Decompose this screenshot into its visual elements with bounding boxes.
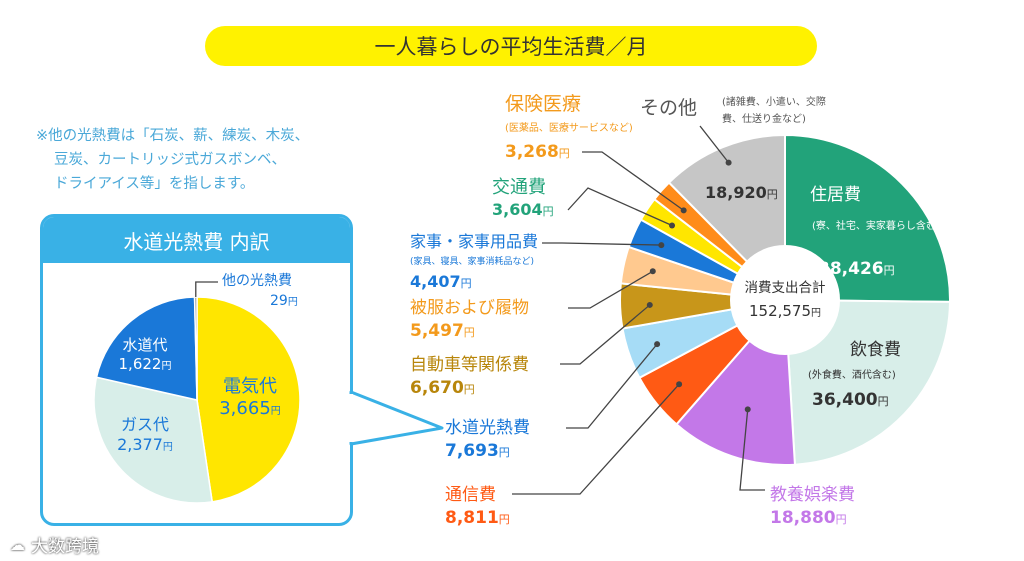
leader-9-dot: [680, 207, 687, 214]
inset-label-0-value: 3,665円: [219, 398, 281, 419]
footnote-line-1: ※他の光熱費は「石炭、薪、練炭、木炭、: [36, 128, 310, 144]
slice-label-3-value: 8,811円: [445, 508, 510, 528]
leader-8: [567, 187, 673, 227]
leader-3-dot: [676, 381, 683, 388]
inset-slice-1: [93, 376, 214, 504]
slice-label-6-name: 被服および履物: [410, 298, 529, 318]
slice-label-0-note: (寮、社宅、実家暮らし含む): [812, 219, 940, 232]
slice-label-6-unit: 円: [464, 326, 475, 339]
slice-label-0-unit: 円: [884, 264, 895, 277]
slice-label-5-unit: 円: [464, 383, 475, 396]
inset-leader-3: [195, 281, 218, 298]
slice-label-2-value: 18,880円: [770, 508, 847, 528]
slice-label-10-value: 18,920円: [705, 183, 778, 202]
utility-breakdown-title: 水道光熱費 内訳: [43, 217, 350, 263]
slice-label-5-name: 自動車等関係費: [410, 355, 529, 375]
main-slice-0: [784, 133, 951, 303]
leader-8-dot: [669, 222, 676, 229]
inset-slice-0: [196, 296, 301, 503]
slice-label-7-value: 4,407円: [410, 272, 472, 291]
chart-title: 一人暮らしの平均生活費／月: [205, 26, 817, 66]
watermark-text: 大数跨境: [31, 537, 99, 557]
leader-10: [699, 125, 730, 164]
slice-label-9-note: (医薬品、医療サービスなど): [505, 121, 633, 134]
inset-label-2-unit: 円: [161, 361, 171, 372]
slice-label-10-name: その他: [640, 97, 697, 119]
utility-breakdown-title-text: 水道光熱費 内訳: [123, 229, 270, 254]
leader-2: [739, 409, 765, 491]
inset-label-1-value: 2,377円: [117, 435, 173, 454]
center-total-value: 152,575円: [749, 302, 821, 320]
slice-label-3-name: 通信費: [445, 485, 496, 505]
inset-label-1-name: ガス代: [121, 415, 169, 434]
slice-label-10-unit: 円: [767, 188, 778, 201]
inset-label-0-name: 電気代: [223, 376, 277, 397]
footnote-line-2: 豆炭、カートリッジ式ガスボンベ、: [54, 152, 286, 168]
callout-pointer: [349, 390, 444, 446]
slice-label-4-value: 7,693円: [445, 441, 510, 461]
leader-7: [542, 242, 662, 246]
leader-4-dot: [654, 341, 661, 348]
slice-label-1-name: 飲食費: [850, 340, 901, 360]
slice-label-6-value: 5,497円: [410, 321, 475, 341]
slice-label-8-unit: 円: [543, 205, 554, 218]
leader-10-dot: [725, 159, 732, 166]
inset-label-3-name: 他の光熱費: [222, 273, 292, 289]
inset-label-0-unit: 円: [271, 406, 281, 417]
footnote-line-3: ドライアイス等」を指します。: [54, 176, 255, 192]
main-slice-1: [783, 298, 952, 466]
slice-label-8-value: 3,604円: [492, 200, 554, 219]
leader-5: [560, 304, 651, 365]
slice-label-1-value: 36,400円: [812, 390, 889, 410]
inset-slice-3: [193, 296, 198, 401]
slice-label-1-unit: 円: [878, 395, 889, 408]
slice-label-8-name: 交通費: [492, 177, 546, 198]
leader-7-dot: [658, 242, 665, 249]
slice-label-4-unit: 円: [499, 446, 510, 459]
inset-label-1-unit: 円: [163, 442, 173, 453]
inset-slice-2: [95, 296, 198, 401]
donut-hole: [730, 245, 840, 355]
watermark: ☁ 大数跨境: [10, 532, 99, 558]
slice-label-4-name: 水道光熱費: [445, 418, 530, 438]
leader-3: [512, 383, 680, 495]
cloud-logo-icon: ☁: [10, 535, 25, 554]
leader-2-dot: [744, 406, 751, 413]
slice-label-7-unit: 円: [461, 277, 472, 290]
center-total-unit: 円: [811, 308, 821, 319]
inset-label-2-value: 1,622円: [119, 355, 172, 373]
leader-5-dot: [646, 301, 653, 308]
inset-label-3-unit: 円: [288, 297, 298, 308]
slice-label-10-note-1: (諸雑費、小遣い、交際: [722, 95, 826, 108]
slice-label-10-note-2: 費、仕送り金など): [722, 112, 806, 125]
slice-label-9-name: 保険医療: [505, 93, 581, 115]
callout-pointer-mask: [347, 394, 353, 442]
footnote: ※他の光熱費は「石炭、薪、練炭、木炭、 豆炭、カートリッジ式ガスボンベ、 ドライ…: [36, 124, 366, 196]
leader-9: [582, 151, 685, 211]
inset-label-2-name: 水道代: [122, 336, 167, 354]
slice-label-9-value: 3,268円: [505, 142, 570, 162]
leader-4: [566, 343, 658, 429]
slice-label-9-unit: 円: [559, 147, 570, 160]
center-total-label: 消費支出合計: [745, 280, 826, 296]
inset-label-3-value: 29円: [270, 293, 298, 309]
leader-6-dot: [649, 268, 656, 275]
slice-label-2-unit: 円: [836, 513, 847, 526]
leader-6: [568, 270, 654, 309]
slice-label-7-name: 家事・家事用品費: [410, 232, 538, 251]
slice-label-3-unit: 円: [499, 513, 510, 526]
chart-title-text: 一人暮らしの平均生活費／月: [374, 35, 648, 59]
slice-label-1-note: (外食費、酒代含む): [808, 368, 896, 381]
slice-label-2-name: 教養娯楽費: [770, 485, 855, 505]
slice-label-5-value: 6,670円: [410, 378, 475, 398]
slice-label-0-name: 住居費: [810, 185, 861, 205]
slice-label-7-note: (家具、寝具、家事消耗品など): [410, 255, 534, 267]
slice-label-0-value: 38,426円: [818, 259, 895, 279]
